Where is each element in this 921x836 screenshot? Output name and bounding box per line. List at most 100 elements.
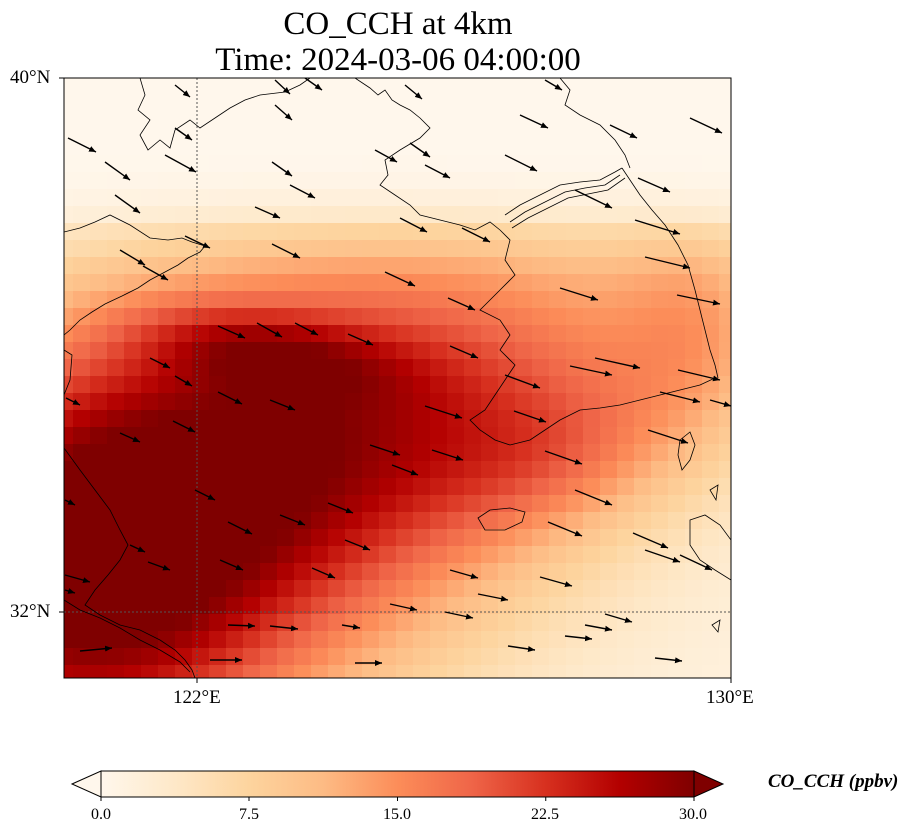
wind-arrow bbox=[564, 635, 593, 642]
field-cell bbox=[668, 648, 686, 666]
field-cell bbox=[64, 308, 74, 326]
field-cell bbox=[141, 376, 159, 394]
field-cell bbox=[430, 546, 448, 564]
field-cell bbox=[141, 240, 159, 258]
field-cell bbox=[243, 376, 261, 394]
field-cell bbox=[73, 648, 91, 666]
field-cell bbox=[311, 495, 329, 513]
field-cell bbox=[124, 240, 142, 258]
field-cell bbox=[73, 427, 91, 445]
wind-arrow bbox=[274, 79, 291, 95]
field-cell bbox=[668, 495, 686, 513]
field-cell bbox=[124, 393, 142, 411]
field-cell bbox=[702, 104, 720, 122]
wind-arrow bbox=[384, 271, 416, 287]
field-cell bbox=[396, 274, 414, 292]
wind-arrow bbox=[609, 124, 638, 139]
field-cell bbox=[566, 580, 584, 598]
field-cell bbox=[73, 376, 91, 394]
field-cell bbox=[209, 240, 227, 258]
field-cell bbox=[141, 682, 159, 700]
field-cell bbox=[498, 240, 516, 258]
field-cell bbox=[396, 580, 414, 598]
field-cell bbox=[685, 78, 703, 88]
field-cell bbox=[90, 155, 108, 173]
field-cell bbox=[345, 291, 363, 309]
field-cell bbox=[362, 580, 380, 598]
field-cell bbox=[362, 597, 380, 615]
field-cell bbox=[515, 257, 533, 275]
field-cell bbox=[124, 342, 142, 360]
field-cell bbox=[566, 121, 584, 139]
field-cell bbox=[634, 308, 652, 326]
field-cell bbox=[430, 223, 448, 241]
field-cell bbox=[226, 410, 244, 428]
field-cell bbox=[651, 325, 669, 343]
field-cell bbox=[294, 138, 312, 156]
field-cell bbox=[209, 648, 227, 666]
field-cell bbox=[413, 461, 431, 479]
field-cell bbox=[464, 189, 482, 207]
field-cell bbox=[430, 376, 448, 394]
field-cell bbox=[311, 444, 329, 462]
field-cell bbox=[634, 172, 652, 190]
field-cell bbox=[64, 206, 74, 224]
field-cell bbox=[260, 461, 278, 479]
field-cell bbox=[736, 376, 754, 394]
field-cell bbox=[396, 189, 414, 207]
field-cell bbox=[379, 325, 397, 343]
field-cell bbox=[413, 155, 431, 173]
field-cell bbox=[600, 580, 618, 598]
field-cell bbox=[345, 240, 363, 258]
field-cell bbox=[311, 580, 329, 598]
wind-arrow bbox=[644, 549, 681, 563]
field-cell bbox=[413, 393, 431, 411]
field-cell bbox=[64, 172, 74, 190]
field-cell bbox=[107, 189, 125, 207]
field-cell bbox=[566, 138, 584, 156]
field-cell bbox=[566, 78, 584, 88]
field-cell bbox=[464, 529, 482, 547]
field-cell bbox=[600, 240, 618, 258]
field-cell bbox=[481, 682, 499, 700]
field-cell bbox=[141, 308, 159, 326]
field-cell bbox=[311, 206, 329, 224]
field-cell bbox=[447, 410, 465, 428]
field-cell bbox=[685, 512, 703, 530]
field-cell bbox=[566, 104, 584, 122]
field-cell bbox=[260, 597, 278, 615]
field-cell bbox=[277, 461, 295, 479]
field-cell bbox=[192, 206, 210, 224]
field-cell bbox=[243, 682, 261, 700]
field-cell bbox=[447, 172, 465, 190]
wind-arrow bbox=[544, 79, 563, 91]
field-cell bbox=[447, 478, 465, 496]
field-cell bbox=[328, 665, 346, 678]
field-cell bbox=[668, 529, 686, 547]
field-cell bbox=[158, 614, 176, 632]
field-cell bbox=[311, 291, 329, 309]
field-cell bbox=[600, 631, 618, 649]
wind-arrow bbox=[174, 127, 193, 141]
field-cell bbox=[107, 87, 125, 105]
field-cell bbox=[736, 240, 754, 258]
field-cell bbox=[719, 495, 731, 513]
field-cell bbox=[702, 87, 720, 105]
field-cell bbox=[583, 563, 601, 581]
field-cell bbox=[73, 223, 91, 241]
field-cell bbox=[107, 121, 125, 139]
field-cell bbox=[158, 546, 176, 564]
field-cell bbox=[617, 410, 635, 428]
field-cell bbox=[736, 325, 754, 343]
field-cell bbox=[651, 478, 669, 496]
field-cell bbox=[430, 342, 448, 360]
field-cell bbox=[464, 325, 482, 343]
wind-arrow bbox=[634, 219, 681, 235]
field-cell bbox=[634, 546, 652, 564]
field-cell bbox=[311, 529, 329, 547]
field-cell bbox=[226, 104, 244, 122]
field-cell bbox=[719, 155, 731, 173]
field-cell bbox=[702, 512, 720, 530]
field-cell bbox=[549, 206, 567, 224]
coastlines bbox=[64, 78, 731, 678]
